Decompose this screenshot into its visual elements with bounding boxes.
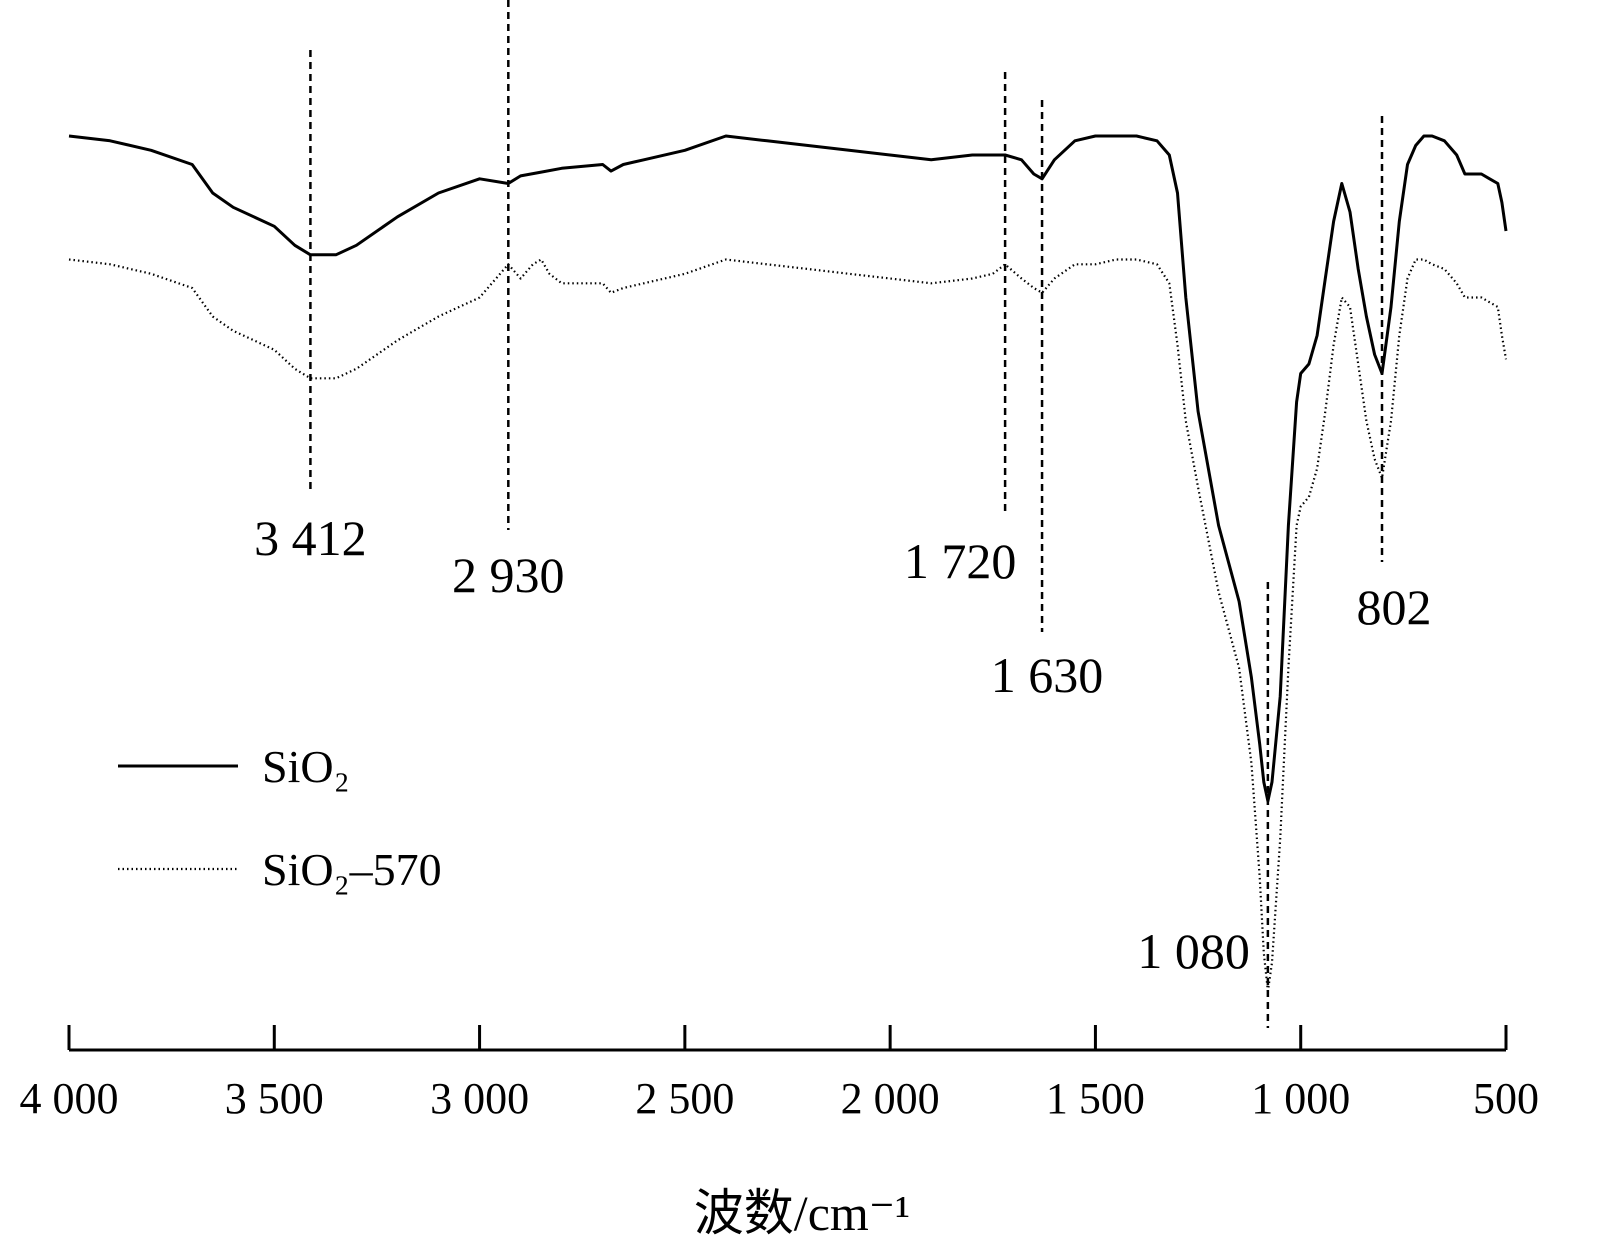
x-tick-label: 3 500 [225,1074,324,1123]
x-tick-label: 1 000 [1251,1074,1350,1123]
x-axis: 4 000 3 500 3 000 2 500 2 000 1 500 1 000 500 [20,1025,1539,1123]
annotation-layer: 3 412 2 930 1 720 1 630 1 080 802 [254,0,1432,1028]
peak-label: 1 080 [1137,923,1250,979]
x-tick-label: 1 500 [1046,1074,1145,1123]
series-line-sio2 [68,134,1508,803]
legend: SiO₂ SiO₂–570 [118,741,442,895]
peak-label: 1 720 [904,533,1017,589]
legend-label-sio2: SiO₂ [262,741,350,792]
x-tick-label: 500 [1473,1074,1539,1123]
x-tick-label: 4 000 [20,1074,119,1123]
legend-label-sio2-570: SiO₂–570 [262,844,442,895]
peak-label: 802 [1357,579,1432,635]
peak-label: 3 412 [254,510,367,566]
x-axis-title: 波数/cm⁻¹ [694,1185,910,1241]
x-tick-label: 2 000 [841,1074,940,1123]
peak-label: 2 930 [452,547,565,603]
series-layer [68,134,1508,993]
x-tick-label: 2 500 [635,1074,734,1123]
peak-label: 1 630 [991,647,1104,703]
x-tick-label: 3 000 [430,1074,529,1123]
